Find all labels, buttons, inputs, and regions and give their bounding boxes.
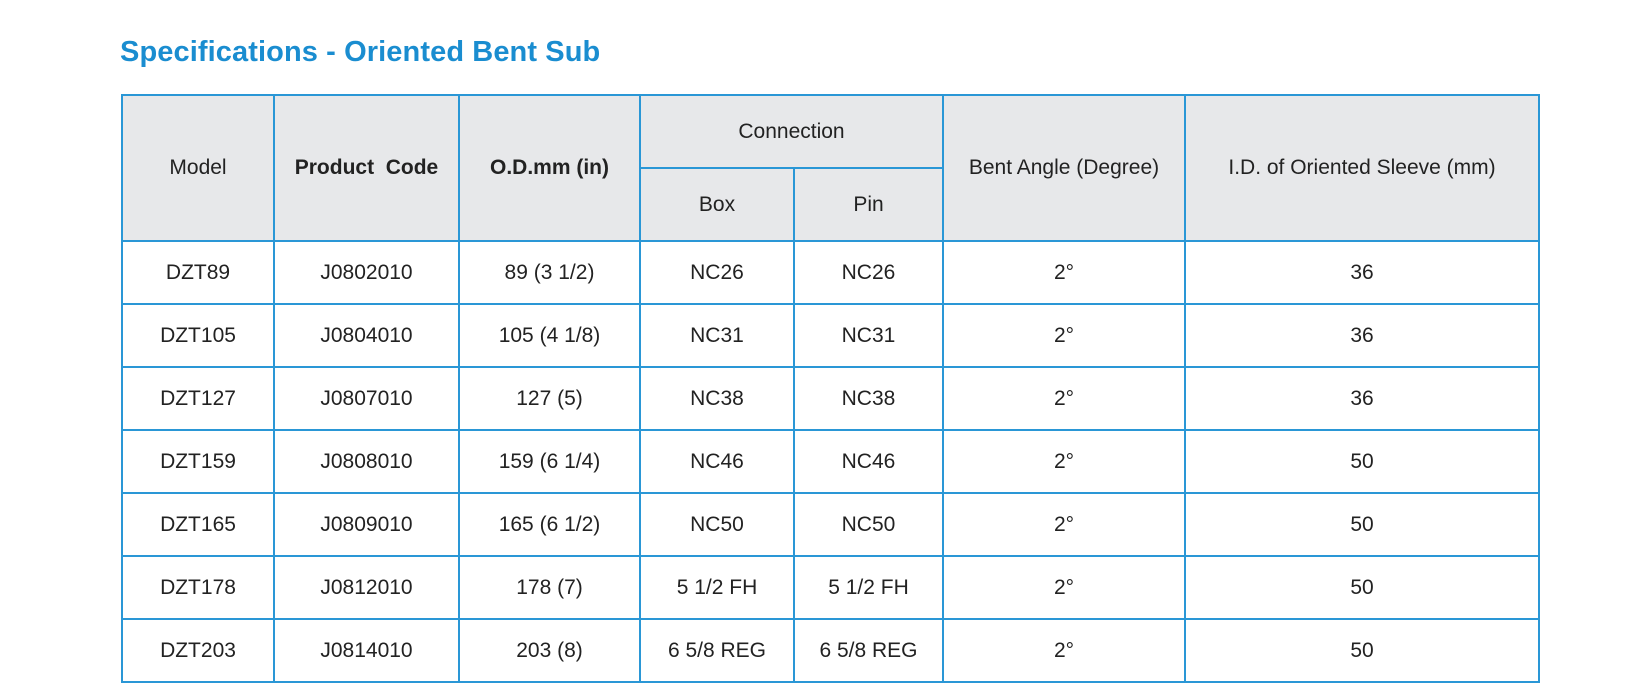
cell-od: 178 (7) [458,555,641,620]
table-row: DZT127 J0807010 127 (5) NC38 NC38 2° 36 [121,366,1540,431]
specifications-table: Model Product Code O.D.mm (in) Connectio… [121,94,1540,683]
cell-od: 127 (5) [458,366,641,431]
cell-box: NC38 [639,366,795,431]
header-od: O.D.mm (in) [458,94,641,242]
table-row: DZT203 J0814010 203 (8) 6 5/8 REG 6 5/8 … [121,618,1540,683]
cell-id-sleeve: 50 [1184,429,1540,494]
cell-bent-angle: 2° [942,429,1186,494]
cell-od: 89 (3 1/2) [458,240,641,305]
cell-pin: NC50 [793,492,944,557]
cell-box: NC50 [639,492,795,557]
header-model: Model [121,94,275,242]
header-connection: Connection [639,94,944,169]
header-box: Box [639,167,795,242]
header-bent-angle: Bent Angle (Degree) [942,94,1186,242]
header-pin: Pin [793,167,944,242]
cell-od: 165 (6 1/2) [458,492,641,557]
cell-product-code: J0808010 [273,429,460,494]
cell-bent-angle: 2° [942,555,1186,620]
cell-box: 6 5/8 REG [639,618,795,683]
cell-model: DZT89 [121,240,275,305]
cell-pin: NC26 [793,240,944,305]
cell-model: DZT105 [121,303,275,368]
cell-id-sleeve: 50 [1184,555,1540,620]
cell-box: NC46 [639,429,795,494]
cell-product-code: J0809010 [273,492,460,557]
cell-bent-angle: 2° [942,366,1186,431]
table-header: Model Product Code O.D.mm (in) Connectio… [121,94,1540,242]
header-row-top: Model Product Code O.D.mm (in) Connectio… [121,94,1540,242]
cell-product-code: J0807010 [273,366,460,431]
cell-model: DZT127 [121,366,275,431]
header-id-oriented-sleeve: I.D. of Oriented Sleeve (mm) [1184,94,1540,242]
header-product-code: Product Code [273,94,460,242]
cell-pin: NC38 [793,366,944,431]
cell-bent-angle: 2° [942,303,1186,368]
cell-od: 105 (4 1/8) [458,303,641,368]
cell-model: DZT178 [121,555,275,620]
cell-id-sleeve: 36 [1184,303,1540,368]
cell-bent-angle: 2° [942,240,1186,305]
cell-product-code: J0812010 [273,555,460,620]
cell-model: DZT165 [121,492,275,557]
cell-od: 159 (6 1/4) [458,429,641,494]
cell-model: DZT159 [121,429,275,494]
cell-model: DZT203 [121,618,275,683]
cell-box: NC26 [639,240,795,305]
cell-product-code: J0804010 [273,303,460,368]
table-row: DZT178 J0812010 178 (7) 5 1/2 FH 5 1/2 F… [121,555,1540,620]
table-row: DZT159 J0808010 159 (6 1/4) NC46 NC46 2°… [121,429,1540,494]
cell-product-code: J0814010 [273,618,460,683]
cell-pin: NC31 [793,303,944,368]
cell-pin: 5 1/2 FH [793,555,944,620]
cell-box: 5 1/2 FH [639,555,795,620]
table-row: DZT165 J0809010 165 (6 1/2) NC50 NC50 2°… [121,492,1540,557]
table-row: DZT89 J0802010 89 (3 1/2) NC26 NC26 2° 3… [121,240,1540,305]
cell-product-code: J0802010 [273,240,460,305]
table-row: DZT105 J0804010 105 (4 1/8) NC31 NC31 2°… [121,303,1540,368]
cell-id-sleeve: 50 [1184,618,1540,683]
cell-id-sleeve: 36 [1184,366,1540,431]
cell-id-sleeve: 36 [1184,240,1540,305]
page-title: Specifications - Oriented Bent Sub [120,36,601,68]
cell-bent-angle: 2° [942,618,1186,683]
table-body: DZT89 J0802010 89 (3 1/2) NC26 NC26 2° 3… [121,240,1540,683]
cell-pin: 6 5/8 REG [793,618,944,683]
cell-pin: NC46 [793,429,944,494]
cell-od: 203 (8) [458,618,641,683]
cell-box: NC31 [639,303,795,368]
cell-id-sleeve: 50 [1184,492,1540,557]
header-row-bottom: Box Pin [122,167,1539,242]
cell-bent-angle: 2° [942,492,1186,557]
